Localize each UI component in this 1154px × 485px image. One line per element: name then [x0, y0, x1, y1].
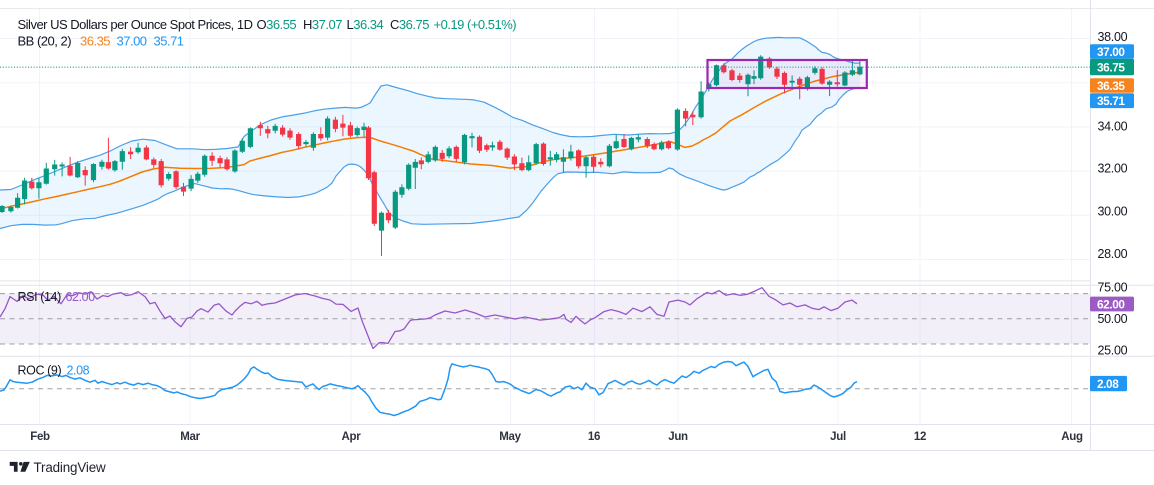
- svg-text:ROC (9)2.08: ROC (9) 2.08: [18, 363, 90, 377]
- svg-text:36.75: 36.75: [1097, 60, 1125, 74]
- svg-text:28.00: 28.00: [1098, 247, 1128, 261]
- svg-text:RSI (14)62.00: RSI (14) 62.00: [18, 290, 96, 304]
- svg-text:Feb: Feb: [30, 431, 50, 443]
- svg-text:16: 16: [588, 431, 600, 443]
- svg-text:35.71: 35.71: [1097, 94, 1125, 108]
- svg-text:36.35: 36.35: [1097, 79, 1125, 93]
- svg-text:TradingView: TradingView: [34, 460, 107, 475]
- svg-text:12: 12: [914, 431, 926, 443]
- svg-text:34.00: 34.00: [1098, 120, 1128, 134]
- svg-text:75.00: 75.00: [1098, 281, 1128, 295]
- svg-text:25.00: 25.00: [1098, 343, 1128, 357]
- svg-text:May: May: [499, 431, 521, 443]
- svg-text:37.00: 37.00: [1097, 45, 1125, 59]
- svg-text:Silver US Dollars per Ounce Sp: Silver US Dollars per Ounce Spot Prices,…: [18, 17, 517, 32]
- svg-text:Jun: Jun: [668, 431, 688, 443]
- svg-text:32.00: 32.00: [1098, 162, 1128, 176]
- svg-text:2.08: 2.08: [1097, 377, 1119, 391]
- svg-text:Aug: Aug: [1061, 431, 1083, 443]
- svg-text:Jul: Jul: [830, 431, 846, 443]
- svg-text:Mar: Mar: [180, 431, 200, 443]
- svg-text:30.00: 30.00: [1098, 204, 1128, 218]
- svg-text:38.00: 38.00: [1098, 30, 1128, 44]
- svg-text:Apr: Apr: [342, 431, 362, 443]
- svg-text:50.00: 50.00: [1098, 312, 1128, 326]
- svg-text:62.00: 62.00: [1097, 297, 1125, 311]
